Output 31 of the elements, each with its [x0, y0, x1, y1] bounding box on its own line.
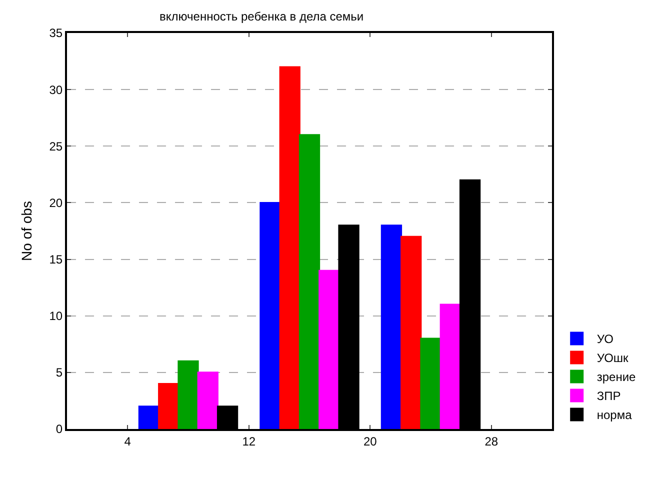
- y-axis-title: No of obs: [18, 201, 34, 261]
- chart-title: включенность ребенка в дела семьи: [160, 10, 364, 24]
- legend-label: УОшк: [596, 351, 630, 366]
- legend-label: УО: [596, 332, 614, 346]
- bar: [197, 372, 218, 429]
- y-tick-label: 0: [56, 422, 63, 436]
- bar: [420, 338, 442, 429]
- bar: [400, 236, 422, 429]
- y-tick-label: 35: [49, 26, 63, 40]
- bar: [298, 134, 320, 429]
- bar: [318, 270, 340, 429]
- y-tick-label: 10: [49, 309, 63, 324]
- bar: [158, 382, 180, 429]
- y-tick-label: 30: [49, 82, 63, 97]
- y-tick-label: 20: [49, 196, 63, 210]
- x-tick-label: 28: [484, 434, 498, 448]
- bar: [178, 360, 199, 429]
- bar: [279, 66, 300, 429]
- bar: [260, 202, 281, 429]
- bar: [380, 224, 402, 429]
- legend-label: норма: [596, 408, 632, 422]
- legend-label: зрение: [596, 370, 636, 384]
- y-tick-label: 5: [56, 366, 63, 380]
- x-tick-label: 4: [124, 434, 132, 448]
- y-tick-label: 25: [49, 139, 63, 154]
- legend-label: ЗПР: [596, 389, 621, 404]
- y-tick-label: 15: [49, 252, 63, 266]
- x-tick-label: 20: [363, 434, 378, 448]
- x-tick-label: 12: [242, 434, 256, 448]
- bar: [138, 406, 160, 429]
- bar: [440, 304, 461, 429]
